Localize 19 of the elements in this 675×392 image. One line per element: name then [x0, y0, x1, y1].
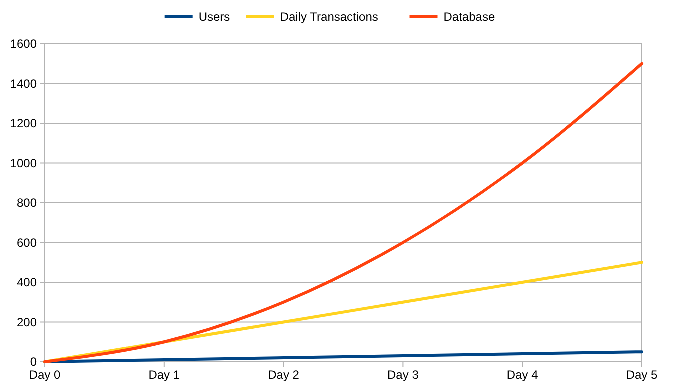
- legend-label: Database: [444, 10, 496, 24]
- x-tick-label: Day 4: [506, 368, 539, 382]
- legend-label: Users: [198, 10, 230, 24]
- y-tick-label: 1400: [10, 76, 38, 91]
- x-tick-label: Day 1: [148, 368, 180, 382]
- line-series: [44, 62, 644, 364]
- y-tick-label: 1000: [10, 156, 38, 170]
- y-tick-label: 800: [16, 196, 38, 210]
- y-tick-label: 1600: [10, 37, 38, 52]
- y-tick-label: 200: [16, 315, 38, 330]
- x-tick-label: Day 0: [29, 368, 61, 382]
- legend-label: Daily Transactions: [280, 10, 378, 24]
- y-tick-label: 600: [16, 236, 38, 250]
- y-tick-label: 0: [30, 355, 38, 370]
- x-tick-label: Day 3: [388, 368, 420, 382]
- y-tick-label: 400: [16, 276, 38, 290]
- x-tick-label: Day 5: [626, 368, 658, 382]
- x-tick-label: Day 2: [268, 368, 300, 382]
- y-tick-label: 1200: [10, 116, 38, 131]
